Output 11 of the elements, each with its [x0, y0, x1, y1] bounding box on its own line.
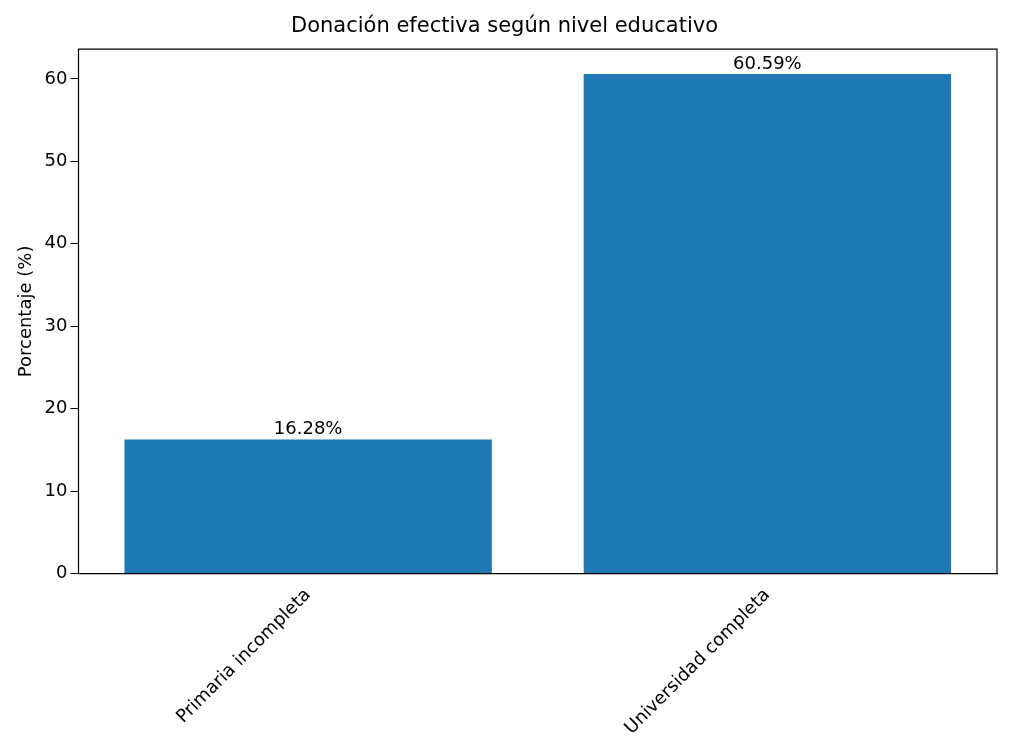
- y-tick-label: 0: [56, 561, 68, 583]
- chart-title: Donación efectiva según nivel educativo: [290, 13, 719, 38]
- y-tick-label: 10: [44, 478, 68, 500]
- data-label: 60.59%: [733, 51, 802, 73]
- y-tick-label: 50: [44, 149, 68, 171]
- y-tick-label: 30: [44, 313, 68, 335]
- y-axis-title: Porcentaje (%): [14, 245, 36, 378]
- data-label: 16.28%: [273, 417, 343, 439]
- y-tick-label: 40: [44, 231, 68, 253]
- y-tick-label: 20: [44, 396, 68, 418]
- y-tick-label: 60: [44, 66, 68, 88]
